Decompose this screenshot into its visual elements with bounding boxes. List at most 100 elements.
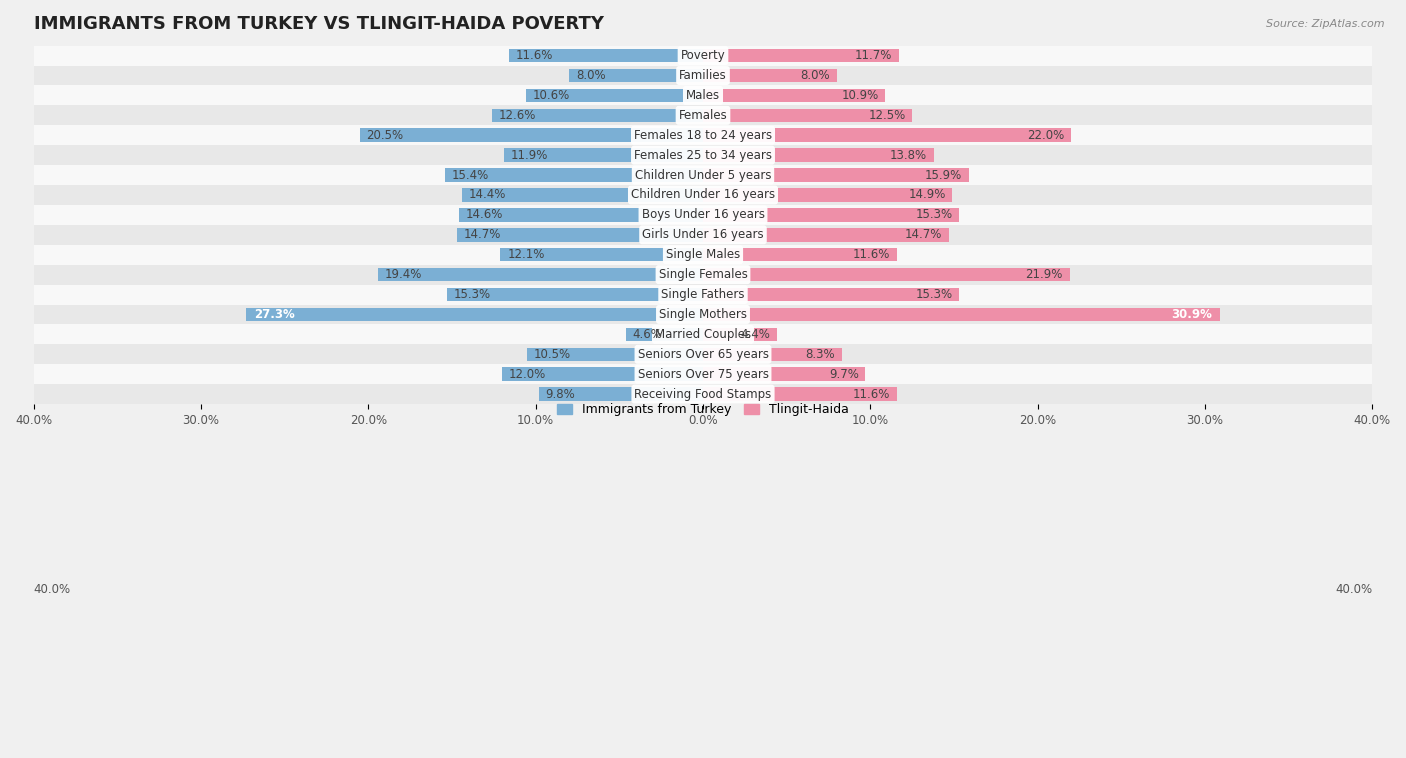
Bar	[703, 308, 1220, 321]
Bar	[626, 327, 703, 341]
Text: Source: ZipAtlas.com: Source: ZipAtlas.com	[1267, 19, 1385, 29]
Text: Seniors Over 75 years: Seniors Over 75 years	[637, 368, 769, 381]
Text: IMMIGRANTS FROM TURKEY VS TLINGIT-HAIDA POVERTY: IMMIGRANTS FROM TURKEY VS TLINGIT-HAIDA …	[34, 15, 603, 33]
Text: Single Females: Single Females	[658, 268, 748, 281]
Bar	[34, 324, 1372, 344]
Text: 21.9%: 21.9%	[1025, 268, 1063, 281]
Text: Boys Under 16 years: Boys Under 16 years	[641, 208, 765, 221]
Bar	[502, 368, 703, 381]
Text: 10.6%: 10.6%	[533, 89, 569, 102]
Text: 12.6%: 12.6%	[499, 109, 536, 122]
Text: 27.3%: 27.3%	[254, 308, 295, 321]
Bar	[34, 305, 1372, 324]
Bar	[492, 108, 703, 122]
Bar	[457, 228, 703, 242]
Text: 14.4%: 14.4%	[468, 189, 506, 202]
Bar	[34, 344, 1372, 365]
Bar	[703, 108, 912, 122]
Bar	[703, 129, 1071, 142]
Bar	[703, 149, 934, 162]
Text: Children Under 5 years: Children Under 5 years	[634, 168, 772, 182]
Text: 8.0%: 8.0%	[576, 69, 606, 82]
Text: 13.8%: 13.8%	[890, 149, 928, 161]
Text: 15.3%: 15.3%	[915, 288, 952, 301]
Text: 8.3%: 8.3%	[806, 348, 835, 361]
Text: 14.9%: 14.9%	[908, 189, 946, 202]
Text: 12.5%: 12.5%	[869, 109, 905, 122]
Text: Children Under 16 years: Children Under 16 years	[631, 189, 775, 202]
Bar	[34, 185, 1372, 205]
Text: 11.7%: 11.7%	[855, 49, 893, 62]
Bar	[703, 89, 886, 102]
Bar	[34, 165, 1372, 185]
Text: 4.6%: 4.6%	[633, 328, 662, 341]
Bar	[458, 208, 703, 221]
Bar	[703, 347, 842, 361]
Bar	[703, 188, 952, 202]
Bar	[34, 384, 1372, 404]
Legend: Immigrants from Turkey, Tlingit-Haida: Immigrants from Turkey, Tlingit-Haida	[553, 398, 853, 421]
Text: Receiving Food Stamps: Receiving Food Stamps	[634, 387, 772, 401]
Bar	[378, 268, 703, 281]
Text: Females 18 to 24 years: Females 18 to 24 years	[634, 129, 772, 142]
Bar	[34, 225, 1372, 245]
Bar	[34, 86, 1372, 105]
Text: 9.8%: 9.8%	[546, 387, 575, 401]
Text: 11.9%: 11.9%	[510, 149, 548, 161]
Text: 4.4%: 4.4%	[740, 328, 770, 341]
Text: 14.7%: 14.7%	[464, 228, 501, 241]
Bar	[246, 308, 703, 321]
Text: 11.6%: 11.6%	[853, 387, 890, 401]
Text: 22.0%: 22.0%	[1028, 129, 1064, 142]
Text: Single Fathers: Single Fathers	[661, 288, 745, 301]
Text: 11.6%: 11.6%	[516, 49, 553, 62]
Text: 11.6%: 11.6%	[853, 248, 890, 262]
Text: 20.5%: 20.5%	[367, 129, 404, 142]
Text: 19.4%: 19.4%	[385, 268, 422, 281]
Bar	[446, 168, 703, 182]
Text: 15.3%: 15.3%	[915, 208, 952, 221]
Bar	[526, 89, 703, 102]
Bar	[703, 268, 1070, 281]
Bar	[34, 365, 1372, 384]
Text: 12.1%: 12.1%	[508, 248, 544, 262]
Text: 40.0%: 40.0%	[34, 583, 70, 597]
Text: 14.7%: 14.7%	[905, 228, 942, 241]
Bar	[34, 146, 1372, 165]
Bar	[360, 129, 703, 142]
Text: Females 25 to 34 years: Females 25 to 34 years	[634, 149, 772, 161]
Bar	[703, 288, 959, 302]
Text: Families: Families	[679, 69, 727, 82]
Bar	[34, 265, 1372, 284]
Bar	[538, 387, 703, 401]
Bar	[34, 125, 1372, 146]
Text: 12.0%: 12.0%	[509, 368, 546, 381]
Text: 10.9%: 10.9%	[841, 89, 879, 102]
Bar	[34, 45, 1372, 66]
Text: 15.3%: 15.3%	[454, 288, 491, 301]
Text: Single Males: Single Males	[666, 248, 740, 262]
Text: Married Couples: Married Couples	[655, 328, 751, 341]
Text: Females: Females	[679, 109, 727, 122]
Text: 14.6%: 14.6%	[465, 208, 503, 221]
Text: 10.5%: 10.5%	[534, 348, 571, 361]
Text: 40.0%: 40.0%	[1336, 583, 1372, 597]
Bar	[703, 368, 865, 381]
Bar	[703, 248, 897, 262]
Text: 15.9%: 15.9%	[925, 168, 963, 182]
Bar	[447, 288, 703, 302]
Bar	[703, 69, 837, 83]
Bar	[34, 66, 1372, 86]
Text: 8.0%: 8.0%	[800, 69, 830, 82]
Bar	[703, 208, 959, 221]
Text: Males: Males	[686, 89, 720, 102]
Text: Seniors Over 65 years: Seniors Over 65 years	[637, 348, 769, 361]
Bar	[34, 284, 1372, 305]
Bar	[34, 105, 1372, 125]
Text: 30.9%: 30.9%	[1171, 308, 1212, 321]
Bar	[703, 168, 969, 182]
Bar	[34, 245, 1372, 265]
Text: 15.4%: 15.4%	[451, 168, 489, 182]
Bar	[703, 228, 949, 242]
Text: Poverty: Poverty	[681, 49, 725, 62]
